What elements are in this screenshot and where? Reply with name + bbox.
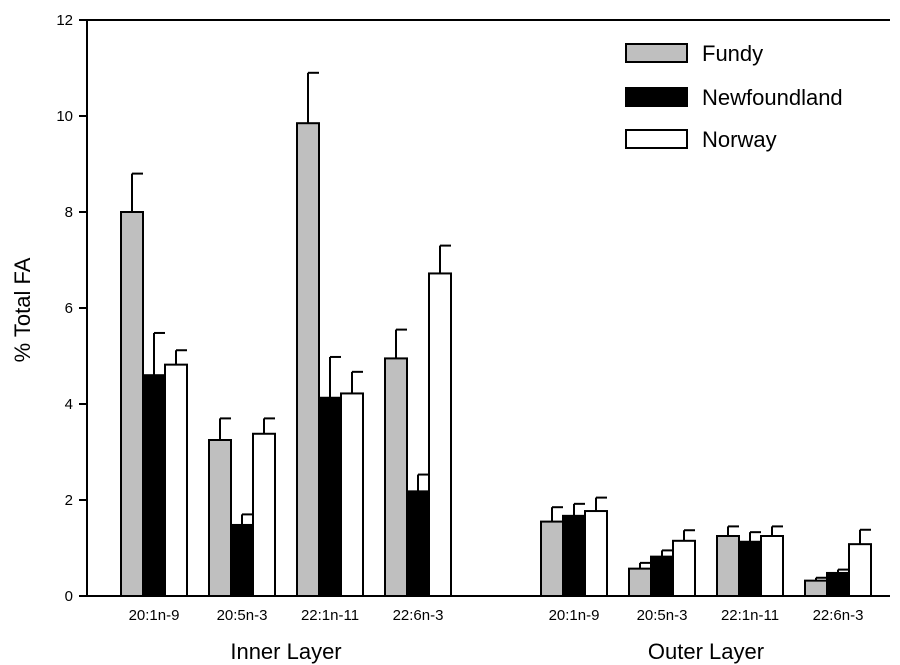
category-label: 22:1n-11	[721, 607, 779, 624]
bar	[208, 439, 232, 597]
category-label: 22:1n-11	[301, 607, 359, 624]
bar	[406, 490, 430, 597]
bar	[760, 535, 784, 597]
bar	[562, 514, 586, 598]
bar	[628, 567, 652, 598]
labels: 0 2 4 6 8 10 12 20:1n-9 20:5n-3 22:1n-11 22:6n-3 In…	[56, 12, 863, 664]
legend-label-fundy: Fundy	[702, 41, 763, 66]
bar	[672, 539, 696, 597]
y-tick-label: 2	[65, 492, 73, 509]
y-tick-label: 0	[65, 588, 73, 605]
category-label: 22:6n-3	[813, 607, 864, 624]
bar	[804, 579, 828, 598]
legend-label-newfoundland: Newfoundland	[702, 85, 843, 110]
bar	[716, 535, 740, 597]
bar	[230, 523, 254, 598]
y-tick-label: 6	[65, 300, 73, 317]
bar	[164, 363, 188, 598]
bar	[826, 571, 850, 598]
bar	[848, 543, 872, 597]
y-axis-title: % Total FA	[10, 257, 35, 362]
bar	[340, 392, 364, 597]
group-label: Outer Layer	[648, 639, 764, 664]
bar	[296, 122, 320, 597]
bar	[428, 272, 452, 597]
y-tick-label: 10	[56, 108, 73, 125]
bar	[120, 211, 144, 597]
category-label: 20:1n-9	[129, 607, 180, 624]
bars	[120, 71, 872, 598]
y-tick-label: 12	[56, 12, 73, 29]
category-label: 20:5n-3	[217, 607, 268, 624]
category-label: 22:6n-3	[393, 607, 444, 624]
bar	[738, 540, 762, 598]
bar	[142, 374, 166, 598]
bar	[318, 396, 342, 598]
category-label: 20:1n-9	[549, 607, 600, 624]
category-label: 20:5n-3	[637, 607, 688, 624]
legend-swatch-norway	[625, 129, 688, 149]
legend: Fundy Newfoundland Norway	[625, 41, 843, 152]
y-tick-label: 8	[65, 204, 73, 221]
bar	[540, 520, 564, 597]
legend-swatch-fundy	[625, 43, 688, 63]
bar	[384, 357, 408, 597]
legend-label-norway: Norway	[702, 127, 777, 152]
bar	[650, 555, 674, 598]
y-tick-label: 4	[65, 396, 73, 413]
legend-swatch-newfoundland	[625, 87, 688, 107]
group-label: Inner Layer	[230, 639, 341, 664]
bar	[252, 432, 276, 598]
bar	[584, 510, 608, 598]
